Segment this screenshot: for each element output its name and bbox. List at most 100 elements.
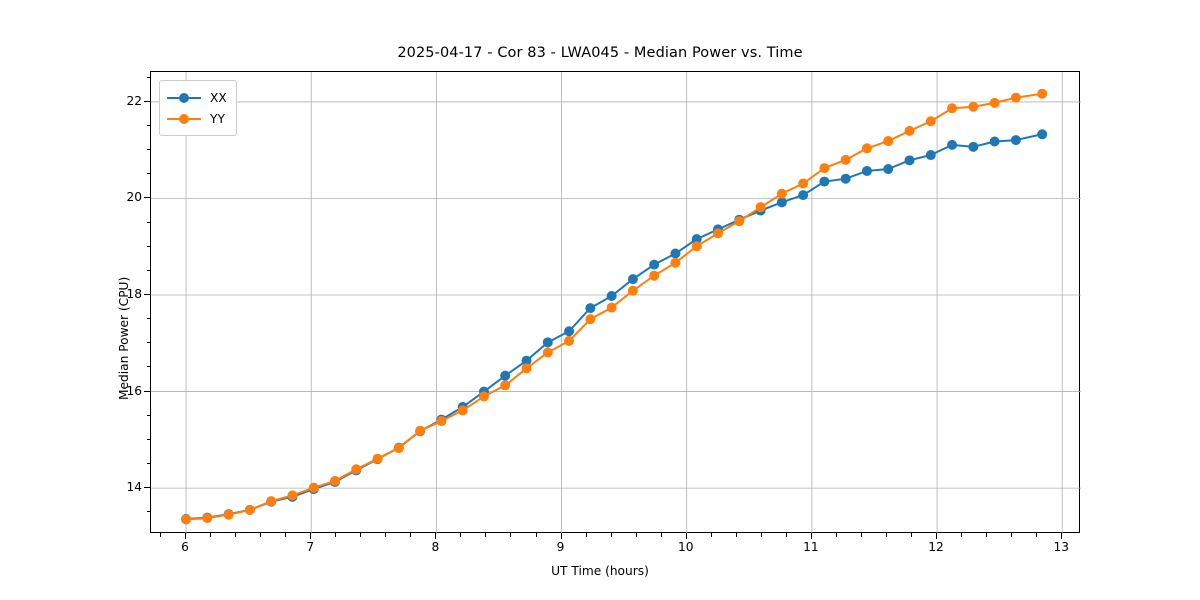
tick-mark [835, 533, 837, 537]
tick-mark [146, 318, 150, 320]
x-tick-label: 10 [677, 540, 694, 554]
data-point [691, 241, 702, 252]
tick-mark [410, 533, 412, 537]
y-tick-label: 14 [126, 480, 142, 495]
tick-mark [260, 533, 262, 537]
tick-mark [146, 463, 150, 464]
x-tick-label: 13 [1053, 540, 1069, 554]
data-point [521, 355, 532, 366]
data-point [968, 141, 979, 152]
tick-mark [360, 533, 362, 537]
tick-mark [435, 533, 437, 539]
data-point [393, 443, 404, 454]
tick-mark [560, 533, 562, 539]
tick-mark [146, 269, 150, 271]
data-point [649, 270, 660, 281]
tick-mark [144, 390, 150, 392]
tick-mark [810, 533, 812, 539]
tick-mark [146, 221, 150, 223]
tick-mark [235, 533, 237, 537]
x-tick-label: 12 [928, 540, 944, 554]
tick-mark [785, 533, 787, 537]
data-point [1037, 129, 1048, 140]
x-tick-label: 8 [431, 540, 440, 554]
data-point [351, 464, 362, 475]
data-point [564, 326, 575, 337]
tick-mark [146, 173, 150, 175]
data-point [181, 514, 192, 525]
data-point [883, 136, 894, 147]
tick-mark [185, 533, 187, 539]
data-point [947, 139, 958, 150]
legend-label-yy: YY [210, 111, 225, 126]
y-tick-label: 22 [126, 93, 142, 108]
data-point [798, 178, 809, 189]
data-point [904, 155, 915, 166]
tick-mark [210, 533, 212, 537]
data-point [819, 163, 830, 174]
series-markers-yy [181, 88, 1048, 525]
y-tick-label: 18 [126, 287, 142, 302]
x-tick-label: 7 [306, 540, 315, 554]
data-point [1010, 92, 1021, 103]
data-point [542, 337, 553, 348]
tick-mark [160, 533, 161, 537]
data-point [776, 188, 787, 199]
tick-mark [146, 342, 150, 344]
tick-mark [660, 533, 662, 537]
legend-item-xx[interactable]: XX [167, 87, 227, 108]
data-point [861, 165, 872, 176]
legend-item-yy[interactable]: YY [167, 108, 227, 129]
data-point [968, 101, 979, 112]
tick-mark [961, 533, 963, 537]
tick-mark [1036, 533, 1038, 537]
data-point [308, 482, 319, 493]
data-point [585, 314, 596, 325]
tick-mark [585, 533, 587, 537]
data-point [606, 291, 617, 301]
data-point [776, 197, 787, 208]
data-point [819, 176, 830, 187]
data-point [691, 234, 702, 245]
data-point [415, 425, 426, 436]
chart-title: 2025-04-17 - Cor 83 - LWA045 - Median Po… [397, 45, 803, 61]
data-point [670, 257, 681, 268]
tick-mark [146, 414, 150, 416]
tick-mark [146, 438, 150, 440]
data-point [734, 216, 745, 227]
data-point [564, 335, 575, 346]
tick-mark [986, 533, 988, 537]
tick-mark [735, 533, 737, 537]
tick-mark [1061, 533, 1063, 539]
tick-mark [1011, 533, 1013, 537]
tick-mark [146, 125, 150, 127]
legend-swatch-xx [167, 91, 201, 105]
plot-svg [151, 72, 1081, 534]
tick-mark [335, 533, 337, 537]
tick-mark [685, 533, 687, 539]
data-point [287, 490, 298, 501]
data-point [925, 150, 936, 161]
tick-mark [146, 76, 150, 78]
tick-mark [911, 533, 913, 537]
major-gridlines [151, 72, 1081, 534]
tick-mark [936, 533, 938, 539]
data-point [649, 259, 660, 270]
tick-mark [146, 511, 150, 513]
data-point [989, 97, 1000, 108]
chart-legend[interactable]: XX YY [159, 80, 237, 136]
data-point [904, 125, 915, 136]
tick-mark [485, 533, 487, 537]
data-point [947, 103, 958, 114]
data-point [670, 248, 681, 259]
x-axis-label: UT Time (hours) [551, 564, 649, 578]
data-point [478, 391, 489, 402]
data-point [713, 228, 724, 239]
tick-mark [144, 197, 150, 199]
tick-mark [885, 533, 887, 537]
x-tick-label: 11 [803, 540, 819, 554]
tick-mark [510, 533, 512, 537]
data-point [585, 303, 596, 314]
y-tick-label: 20 [126, 190, 142, 205]
